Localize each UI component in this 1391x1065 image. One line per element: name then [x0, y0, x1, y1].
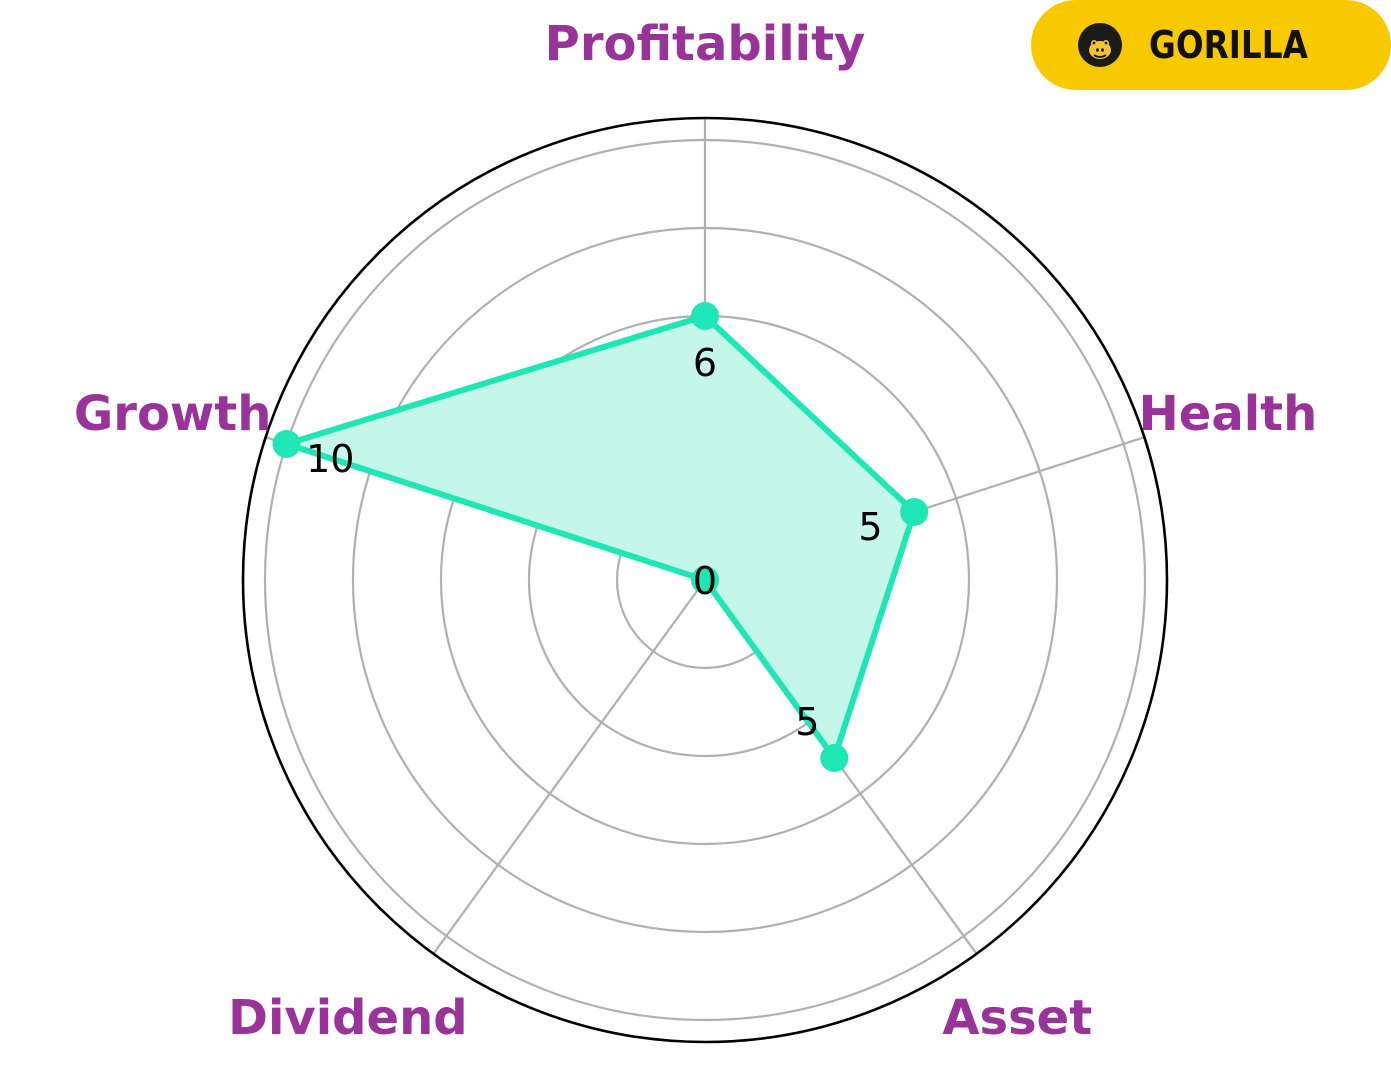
- axis-label-growth: Growth: [74, 386, 272, 442]
- axis-label-health: Health: [1139, 386, 1318, 442]
- axis-labels: Profitability Health Asset Dividend Growth: [74, 16, 1317, 1046]
- gorilla-face-icon: [1078, 23, 1122, 67]
- series-line: [276, 312, 918, 765]
- value-labels: 6 5 5 0 10: [306, 341, 882, 744]
- grid-spoke-dividend: [432, 579, 706, 955]
- polar-frame: [241, 116, 1169, 1044]
- value-label-dividend: 0: [693, 559, 717, 603]
- series-area: [272, 302, 929, 772]
- axis-label-profitability: Profitability: [545, 16, 866, 72]
- data-point-profitability: [691, 302, 719, 330]
- data-point-dividend: [691, 566, 719, 594]
- data-point-health: [900, 498, 929, 526]
- data-point-asset: [820, 744, 849, 772]
- brand-name: GORILLA: [1149, 23, 1308, 67]
- value-label-profitability: 6: [693, 341, 717, 385]
- series-fill: [286, 316, 915, 758]
- value-label-asset: 5: [795, 700, 819, 744]
- axis-label-asset: Asset: [942, 990, 1092, 1046]
- value-label-growth: 10: [306, 437, 354, 481]
- brand-badge: GORILLA: [1031, 0, 1391, 90]
- outer-frame: [241, 116, 1169, 1044]
- data-point-growth: [272, 430, 301, 458]
- value-label-health: 5: [858, 505, 882, 549]
- axis-label-dividend: Dividend: [228, 990, 467, 1046]
